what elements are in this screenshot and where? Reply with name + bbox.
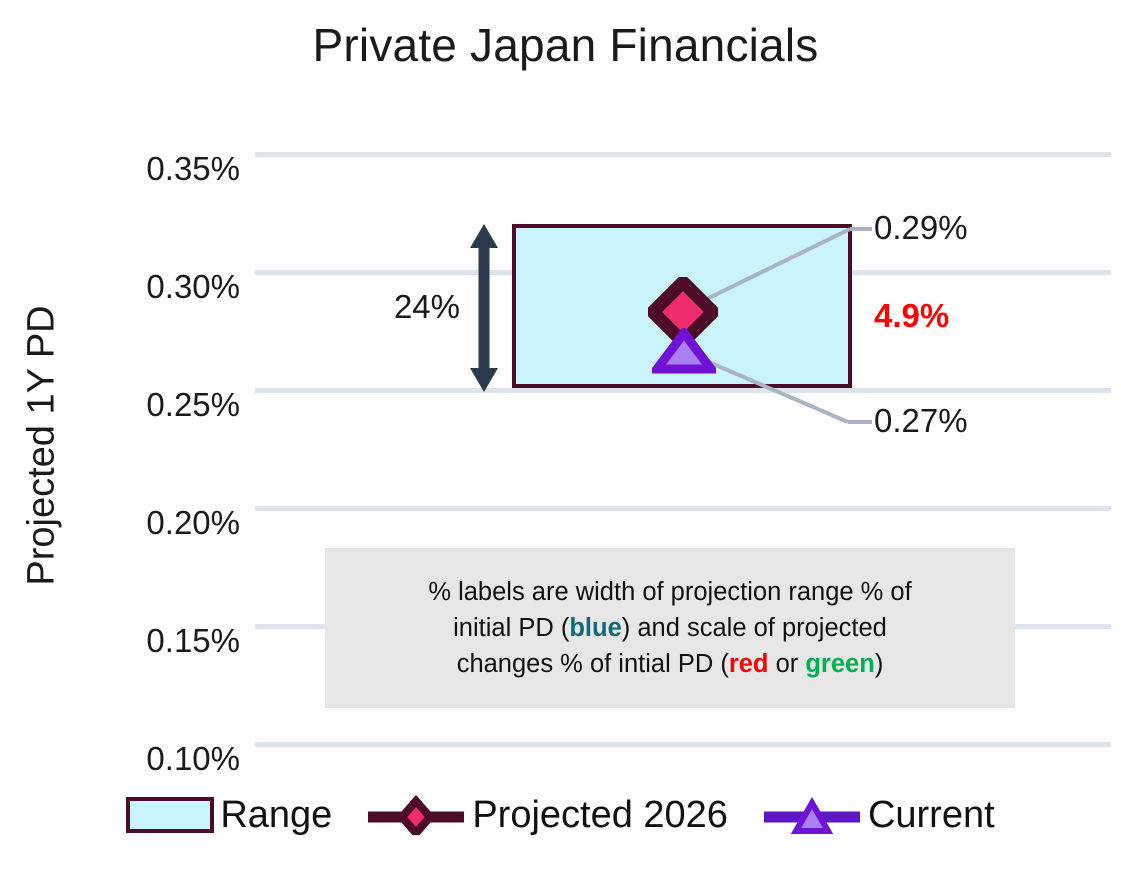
range-width-label: 24%: [393, 288, 460, 325]
legend-item-current[interactable]: Current: [762, 795, 995, 835]
gridline: [255, 742, 1111, 747]
legend-item-range[interactable]: Range: [126, 796, 332, 834]
legend-label: Range: [220, 794, 333, 836]
note-line1: % labels are width of projection range %…: [428, 578, 912, 606]
range-swatch-icon: [126, 797, 215, 833]
note-text: % labels are width of projection range %…: [325, 574, 1015, 682]
current-value-label: 0.27%: [874, 402, 968, 439]
gridline: [255, 388, 1111, 393]
legend-item-projected-2026[interactable]: Projected 2026: [366, 795, 728, 835]
note-box: % labels are width of projection range %…: [325, 548, 1015, 708]
chart-title: Private Japan Financials: [312, 19, 819, 71]
note-line3-mid: or: [768, 650, 806, 678]
note-keyword-green: green: [805, 650, 875, 678]
y-tick-label: 0.20%: [146, 504, 240, 541]
gridline: [255, 152, 1111, 157]
y-tick-label: 0.10%: [146, 740, 240, 777]
diamond-marker-icon: [368, 795, 465, 835]
note-line3-post: ): [874, 650, 884, 678]
note-keyword-red: red: [728, 650, 769, 678]
gridline: [255, 506, 1111, 511]
range-width-arrow: [470, 224, 498, 392]
y-tick-label: 0.30%: [146, 268, 240, 305]
note-line2-post: ) and scale of projected: [621, 614, 887, 642]
note-line2-pre: initial PD (: [453, 614, 570, 642]
note-line3-pre: changes % of intial PD (: [456, 650, 729, 678]
y-tick-label: 0.25%: [146, 386, 240, 423]
y-tick-label: 0.35%: [146, 150, 240, 187]
y-tick-label: 0.15%: [146, 622, 240, 659]
current-triangle-marker[interactable]: [652, 328, 716, 374]
legend-label: Projected 2026: [472, 794, 728, 836]
y-axis-tick-labels: 0.35% 0.30% 0.25% 0.20% 0.15% 0.10%: [0, 150, 1121, 777]
chart-legend: Range Projected 2026 Current: [0, 795, 1121, 835]
note-keyword-blue: blue: [569, 614, 622, 642]
projected-high-label: 0.29%: [874, 209, 968, 246]
legend-label: Current: [867, 794, 995, 836]
projected-change-label: 4.9%: [874, 297, 950, 334]
triangle-marker-icon: [763, 796, 860, 834]
